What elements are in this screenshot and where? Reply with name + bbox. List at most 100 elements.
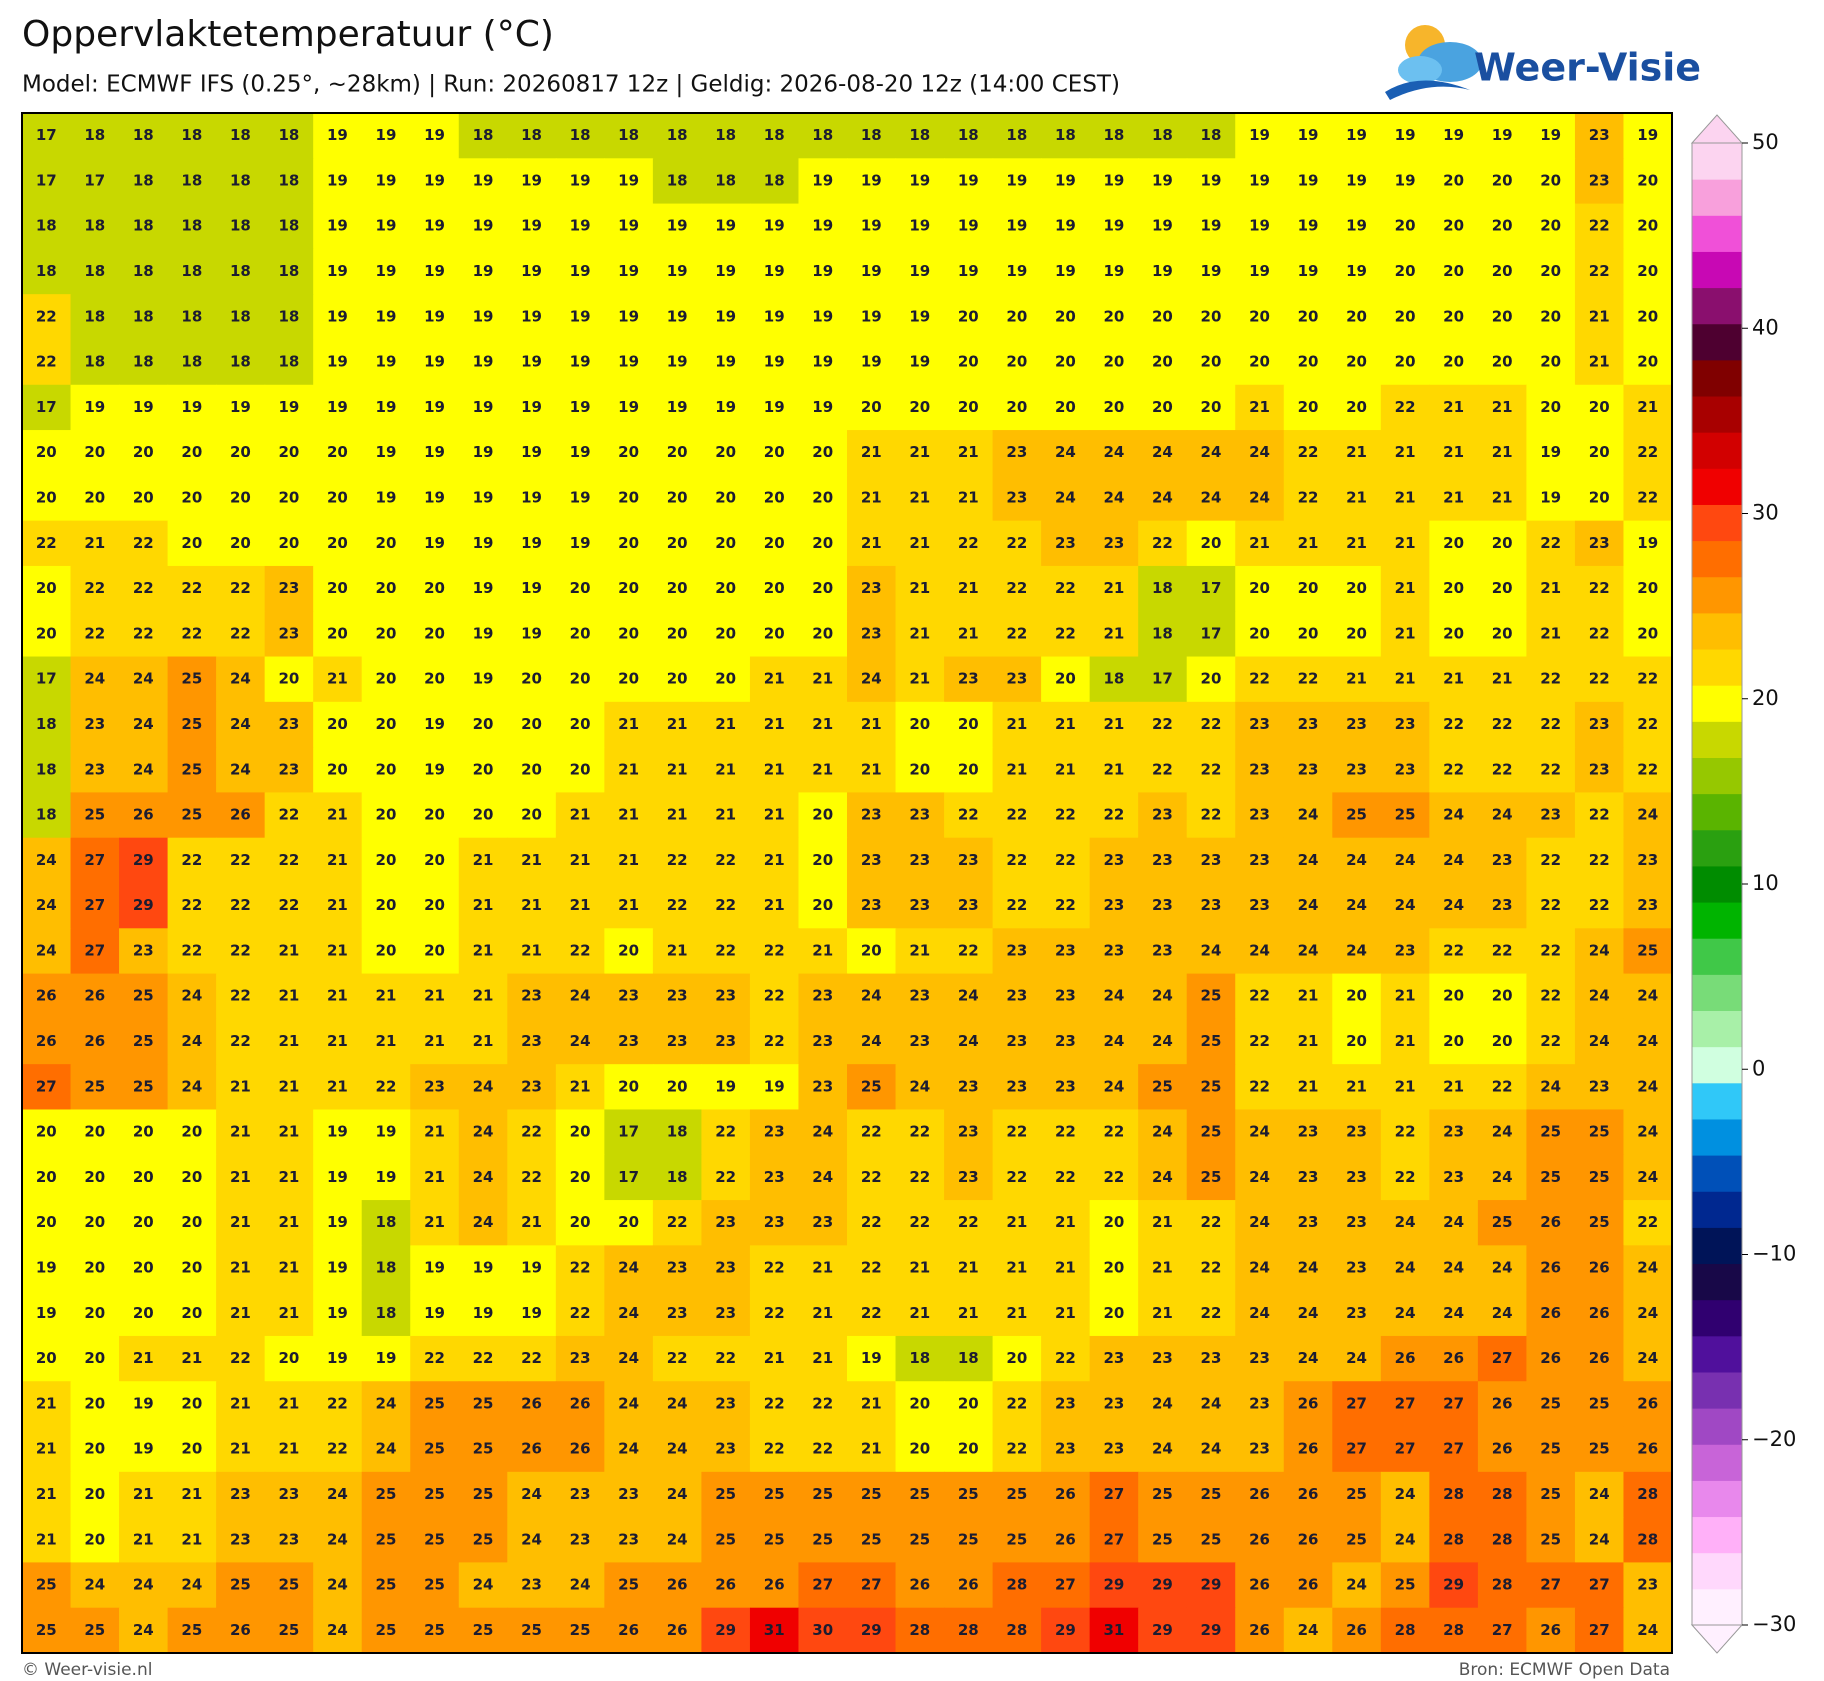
temp-label: 20 [473,715,494,733]
temp-cell [70,475,120,522]
temp-label: 29 [1152,1621,1173,1639]
temp-cell [1380,883,1430,929]
temp-label: 25 [1540,1485,1561,1503]
temp-cell [1574,565,1625,612]
temp-cell [1429,747,1479,794]
temp-cell [944,1335,994,1382]
temp-label: 20 [618,443,639,461]
temp-label: 26 [1589,1349,1610,1367]
temp-cell [701,973,751,1020]
temp-cell [361,294,411,341]
logo-icon [1385,25,1482,100]
temp-label: 20 [376,896,397,914]
temp-label: 22 [230,1032,251,1050]
temp-cell [22,520,72,567]
temp-cell [70,1426,120,1473]
temp-cell [361,520,411,567]
temp-label: 23 [909,987,930,1005]
temp-cell [119,203,169,250]
temp-cell [1283,973,1333,1020]
temp-label: 25 [278,1576,299,1594]
temp-cell [1526,792,1576,839]
colorbar-band [1692,938,1742,975]
temp-cell [1574,1018,1625,1065]
temp-label: 25 [181,670,202,688]
temp-label: 20 [1395,353,1416,371]
colorbar-band [1692,1444,1742,1481]
temp-cell [798,1018,848,1065]
temp-label: 18 [861,126,882,144]
temp-cell [1477,1335,1528,1382]
temp-cell [847,1607,897,1654]
temp-label: 24 [1201,941,1222,959]
temp-cell [167,1109,217,1156]
temp-label: 22 [1006,579,1027,597]
temp-label: 24 [1443,896,1464,914]
temp-cell [1526,565,1576,612]
temp-label: 21 [1395,624,1416,642]
temp-label: 24 [1298,1621,1319,1639]
temp-cell [410,1381,460,1428]
temp-label: 22 [1152,715,1173,733]
temp-cell [1041,1562,1091,1609]
temp-label: 20 [812,624,833,642]
temp-cell [70,113,120,159]
temp-label: 20 [618,624,639,642]
temp-cell [1332,792,1382,839]
temp-label: 21 [812,715,833,733]
temp-label: 23 [812,1077,833,1095]
temp-cell [604,1018,654,1065]
temp-cell [216,1245,266,1292]
temp-cell [1429,1200,1479,1246]
temp-label: 21 [909,1304,930,1322]
temp-label: 21 [36,1485,57,1503]
temp-label: 22 [715,1168,736,1186]
temp-cell [1526,294,1576,341]
temp-label: 21 [812,1304,833,1322]
temp-cell [1041,475,1091,522]
temp-label: 23 [715,1259,736,1277]
temp-cell [216,565,266,612]
temp-cell [216,1154,266,1201]
temp-cell [1477,430,1528,476]
temp-label: 21 [1395,1077,1416,1095]
temp-cell [70,203,120,250]
temp-cell [1041,520,1091,567]
temp-label: 19 [764,307,785,325]
temp-label: 20 [1492,1032,1513,1050]
temp-cell [1332,158,1382,205]
temp-label: 21 [909,941,930,959]
temp-cell [361,883,411,929]
colorbar-band [1692,1010,1742,1048]
temp-cell [1623,1018,1673,1065]
temp-cell [1283,656,1333,703]
temp-cell [264,1335,314,1382]
temp-cell [604,520,654,567]
temp-label: 20 [1346,307,1367,325]
temp-cell [1089,701,1139,748]
temp-label: 23 [667,1259,688,1277]
colorbar-tick-label: −20 [1752,1427,1796,1451]
temp-cell [22,928,72,975]
temp-cell [1283,113,1333,159]
temp-cell [1138,1290,1188,1337]
temp-cell [1186,1154,1236,1201]
temp-cell [361,475,411,522]
temp-label: 18 [133,353,154,371]
temp-label: 22 [1201,715,1222,733]
temp-cell [701,792,751,839]
temp-cell [361,747,411,794]
temp-label: 25 [1006,1530,1027,1548]
temp-cell [410,1335,460,1382]
temp-cell [119,565,169,612]
temp-cell [895,656,945,703]
temp-cell [22,1064,72,1111]
temp-label: 23 [1249,1349,1270,1367]
temp-cell [701,158,751,205]
temp-label: 21 [424,1168,445,1186]
temp-label: 20 [570,1123,591,1141]
temp-label: 26 [1443,1349,1464,1367]
temp-cell [119,701,169,748]
temp-cell [216,973,266,1020]
temp-label: 22 [1006,1123,1027,1141]
